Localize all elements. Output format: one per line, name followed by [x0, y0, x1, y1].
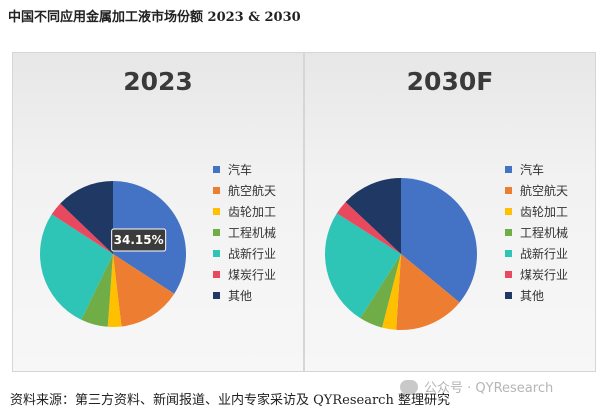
pie-slice — [60, 181, 113, 254]
wechat-icon — [400, 379, 418, 394]
legend-label: 其他 — [228, 289, 253, 303]
legend-2030f: 汽车 航空航天 齿轮加工 工程机械 战新行业 煤炭行业 其他 — [505, 159, 568, 306]
legend-swatch — [213, 229, 220, 236]
pie-slice — [81, 254, 113, 327]
legend-label: 航空航天 — [228, 184, 277, 198]
source-note: 资料来源：第三方资料、新闻报道、业内专家采访及 QYResearch 整理研究 — [10, 393, 450, 408]
legend-item: 航空航天 — [213, 180, 276, 201]
pie-slice — [345, 178, 401, 254]
legend-swatch — [213, 292, 220, 299]
legend-swatch — [213, 208, 220, 215]
legend-label: 航空航天 — [520, 184, 569, 198]
chart-title: 中国不同应用金属加工液市场份额 2023 & 2030 — [8, 10, 301, 25]
legend-label: 齿轮加工 — [228, 205, 277, 219]
legend-swatch — [505, 292, 512, 299]
legend-swatch — [505, 250, 512, 257]
legend-item: 汽车 — [505, 159, 568, 180]
data-label-text: 34.15% — [114, 233, 164, 247]
legend-item: 煤炭行业 — [213, 264, 276, 285]
legend-swatch — [213, 187, 220, 194]
legend-item: 工程机械 — [213, 222, 276, 243]
legend-item: 煤炭行业 — [505, 264, 568, 285]
pie-slice — [336, 201, 401, 254]
pie-chart-2030f — [325, 178, 477, 331]
pie-slice — [401, 178, 477, 303]
legend-item: 工程机械 — [505, 222, 568, 243]
legend-item: 航空航天 — [505, 180, 568, 201]
data-label-box — [111, 228, 167, 252]
legend-label: 工程机械 — [520, 226, 569, 240]
pie-slice — [382, 254, 401, 330]
legend-swatch — [505, 187, 512, 194]
legend-swatch — [505, 271, 512, 278]
legend-swatch — [505, 166, 512, 173]
legend-label: 战新行业 — [520, 247, 569, 261]
legend-item: 汽车 — [213, 159, 276, 180]
legend-label: 煤炭行业 — [520, 268, 569, 282]
legend-item: 其他 — [505, 285, 568, 306]
pie-slice — [107, 254, 122, 327]
chart-panel-2030f: 2030F 汽车 航空航天 齿轮加工 工程机械 战新行业 煤炭行业 其他 — [304, 52, 596, 372]
legend-item: 战新行业 — [213, 243, 276, 264]
legend-label: 汽车 — [228, 163, 253, 177]
pie-chart-2023: 34.15% — [39, 181, 186, 327]
pie-slice — [39, 214, 114, 320]
pie-slice — [396, 254, 460, 331]
legend-label: 战新行业 — [228, 247, 277, 261]
legend-label: 其他 — [520, 289, 545, 303]
legend-label: 煤炭行业 — [228, 268, 277, 282]
pie-slice — [113, 254, 175, 327]
chart-panel-2023: 2023 34.15% 汽车 航空航天 齿轮加工 工程机械 战新行业 煤炭行业 … — [12, 52, 304, 372]
legend-2023: 汽车 航空航天 齿轮加工 工程机械 战新行业 煤炭行业 其他 — [213, 159, 276, 306]
legend-label: 汽车 — [520, 163, 545, 177]
watermark: 公众号 · QYResearch — [400, 377, 553, 396]
watermark-text: 公众号 · QYResearch — [424, 381, 554, 396]
legend-label: 工程机械 — [228, 226, 277, 240]
legend-item: 战新行业 — [505, 243, 568, 264]
legend-item: 齿轮加工 — [505, 201, 568, 222]
legend-item: 齿轮加工 — [213, 201, 276, 222]
legend-swatch — [213, 166, 220, 173]
pie-slice — [360, 254, 401, 328]
data-label: 34.15% — [111, 228, 167, 252]
legend-item: 其他 — [213, 285, 276, 306]
pie-title-2023: 2023 — [123, 67, 193, 96]
pie-slice — [325, 213, 401, 319]
legend-swatch — [213, 271, 220, 278]
pie-title-2030f: 2030F — [406, 67, 494, 96]
legend-swatch — [505, 208, 512, 215]
pie-slice — [51, 203, 113, 254]
legend-label: 齿轮加工 — [520, 205, 569, 219]
legend-swatch — [213, 250, 220, 257]
legend-swatch — [505, 229, 512, 236]
